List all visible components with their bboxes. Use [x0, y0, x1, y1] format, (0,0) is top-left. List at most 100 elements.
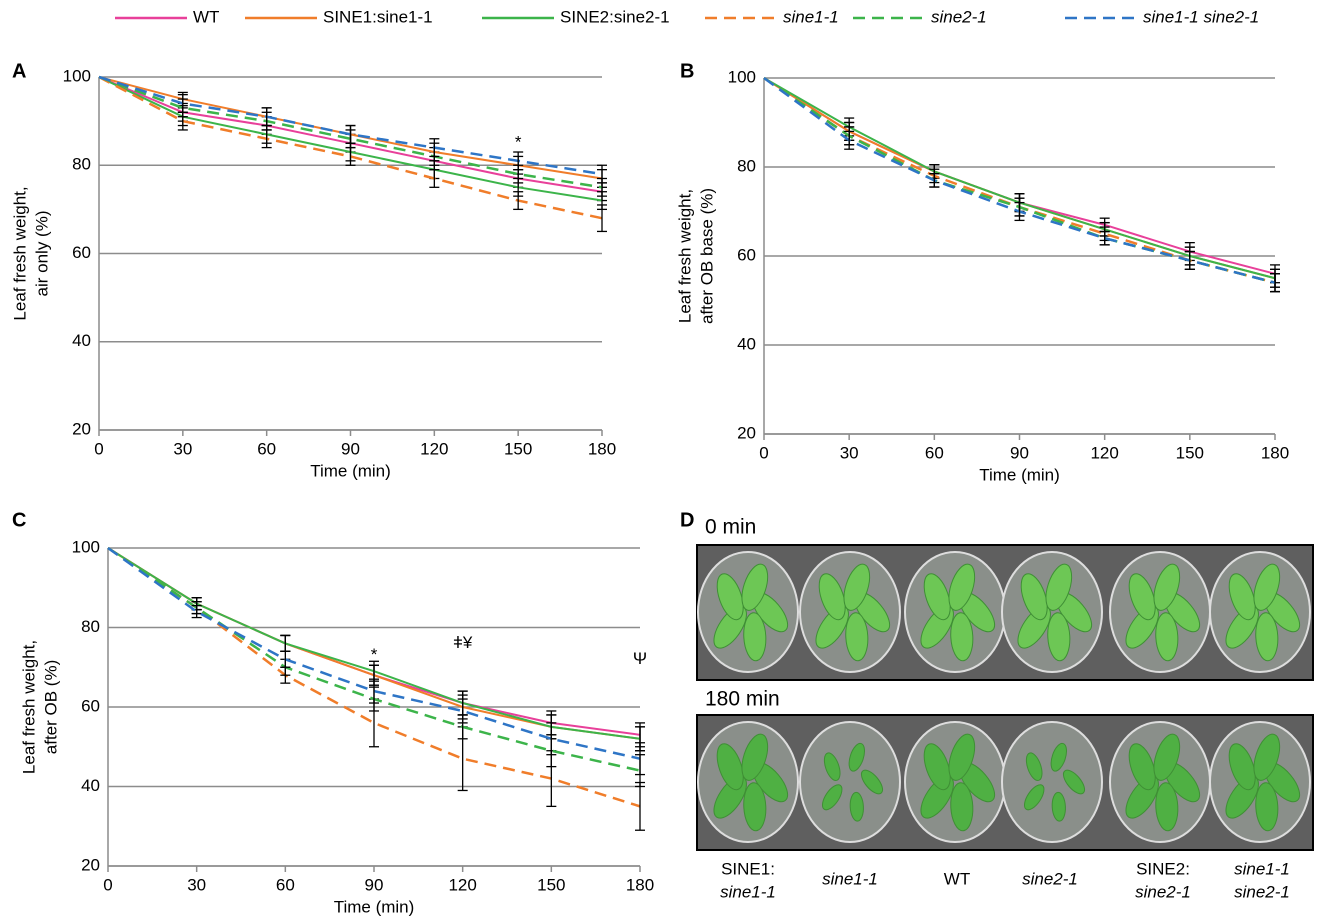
x-tick-label: 150 — [537, 875, 565, 894]
error-bar — [1270, 273, 1280, 293]
legend-label: SINE2:sine2-1 — [560, 7, 670, 26]
y-tick-label: 80 — [72, 155, 91, 174]
series-line — [763, 77, 1276, 280]
leaf — [1062, 769, 1086, 795]
x-axis-label: Time (min) — [334, 897, 415, 916]
x-tick-label: 150 — [1176, 443, 1204, 462]
error-bar — [261, 107, 272, 127]
x-tick-label: 30 — [187, 875, 206, 894]
leaf — [741, 563, 769, 611]
y-tick-label: 100 — [63, 66, 91, 85]
series-line — [763, 76, 1276, 284]
x-tick-label: 60 — [276, 875, 295, 894]
y-tick-label: 80 — [737, 156, 756, 175]
error-bar — [177, 94, 188, 113]
leaf — [948, 733, 976, 781]
x-tick-label: 0 — [103, 875, 112, 894]
y-axis-label: after OB base (%) — [697, 188, 716, 324]
error-bar — [597, 204, 607, 233]
error-bar — [280, 634, 291, 652]
annotation: ǂ¥ — [453, 633, 473, 652]
leaf — [741, 733, 769, 781]
leaf — [1228, 573, 1256, 621]
error-bar — [191, 604, 202, 619]
leaf — [860, 769, 884, 795]
leaf — [1153, 563, 1181, 611]
leaf — [1253, 733, 1281, 781]
error-bar — [369, 660, 379, 682]
y-tick-label: 80 — [81, 617, 100, 636]
leaf — [716, 573, 744, 621]
leaf — [948, 563, 976, 611]
leaf — [923, 743, 951, 791]
y-tick-label: 40 — [72, 331, 91, 350]
panel-label: C — [12, 509, 26, 531]
error-bar — [280, 650, 291, 668]
leaf — [1128, 573, 1156, 621]
annotation: * — [515, 133, 522, 152]
x-tick-label: 120 — [420, 439, 448, 458]
y-tick-label: 40 — [81, 776, 100, 795]
panel-label: B — [680, 60, 694, 82]
error-bar — [635, 742, 645, 776]
leaf — [1050, 742, 1067, 772]
y-tick-label: 100 — [728, 67, 756, 86]
genotype-label: sine1-1 — [720, 882, 776, 901]
y-tick-label: 60 — [81, 696, 100, 715]
error-bar — [513, 151, 524, 171]
leaf — [716, 743, 744, 791]
leaf — [1253, 563, 1281, 611]
error-bar — [369, 678, 379, 704]
leaf — [1128, 743, 1156, 791]
leaf — [950, 782, 974, 832]
y-tick-label: 40 — [737, 334, 756, 353]
x-tick-label: 60 — [257, 439, 276, 458]
error-bar — [429, 138, 440, 158]
leaf — [848, 742, 865, 772]
leaf — [1023, 784, 1045, 811]
x-tick-label: 180 — [1261, 443, 1289, 462]
y-tick-label: 60 — [737, 245, 756, 264]
leaf — [950, 612, 974, 662]
x-tick-label: 0 — [759, 443, 768, 462]
leaf — [1155, 612, 1179, 662]
leaf — [1255, 782, 1279, 832]
leaf — [743, 782, 767, 832]
y-axis-label: Leaf fresh weight, — [10, 186, 29, 320]
leaf — [1153, 733, 1181, 781]
x-tick-label: 90 — [1010, 443, 1029, 462]
legend-label: SINE1:sine1-1 — [323, 7, 433, 26]
plate — [1001, 721, 1103, 843]
x-tick-label: 90 — [365, 875, 384, 894]
annotation: * — [371, 645, 378, 664]
error-bar — [1099, 230, 1110, 246]
leaf — [823, 752, 841, 782]
genotype-label: SINE2: — [1136, 859, 1190, 878]
x-tick-label: 30 — [840, 443, 859, 462]
x-tick-label: 120 — [448, 875, 476, 894]
photo-panel: D 0 min 180 min SINE1: sine1-1 sine1-1 W… — [680, 509, 1314, 901]
leaf — [1155, 782, 1179, 832]
leaf — [845, 612, 869, 662]
leaf — [818, 573, 846, 621]
x-tick-label: 150 — [504, 439, 532, 458]
error-bar — [1014, 201, 1025, 222]
genotype-label: WT — [944, 869, 970, 888]
leaf — [743, 612, 767, 662]
y-axis-label: after OB (%) — [41, 660, 60, 754]
x-tick-label: 180 — [588, 439, 616, 458]
error-bar — [345, 124, 356, 144]
leaf — [1020, 573, 1048, 621]
x-axis-label: Time (min) — [979, 465, 1060, 484]
plate — [799, 721, 901, 843]
series-line — [763, 76, 1276, 284]
error-bar — [429, 169, 440, 188]
leaf — [843, 563, 871, 611]
y-axis-label: air only (%) — [32, 211, 51, 297]
leaf — [1228, 743, 1256, 791]
error-bar — [844, 130, 855, 150]
legend-label: sine2-1 — [931, 7, 987, 26]
y-axis-label: Leaf fresh weight, — [19, 640, 38, 774]
x-tick-label: 90 — [341, 439, 360, 458]
